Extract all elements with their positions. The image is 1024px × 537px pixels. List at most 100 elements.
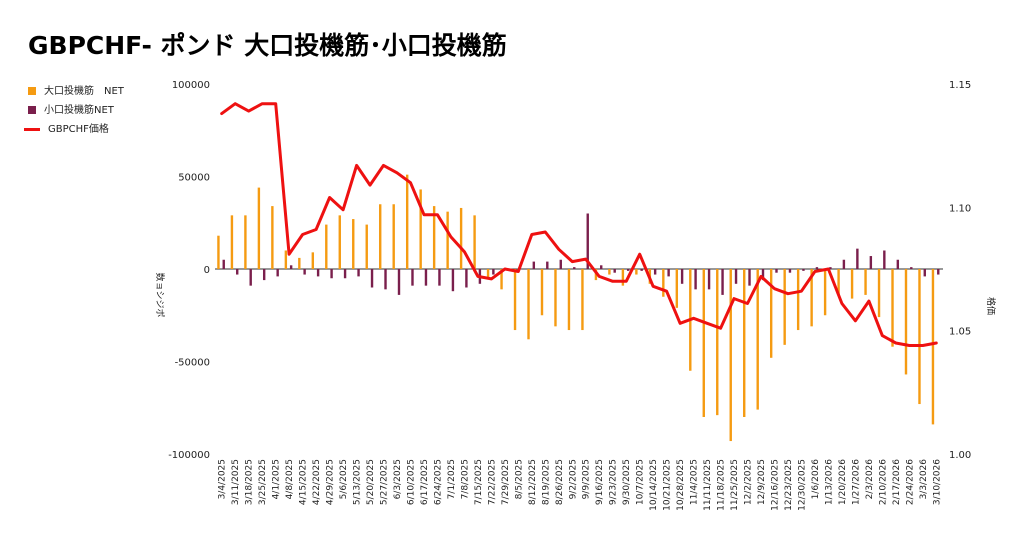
y-right-axis-title: 格価 bbox=[985, 297, 997, 315]
x-tick-label: 10/21/2025 bbox=[663, 459, 673, 511]
x-tick-label: 10/7/2025 bbox=[636, 459, 646, 505]
x-tick-label: 10/28/2025 bbox=[676, 459, 686, 511]
x-tick-label: 9/2/2025 bbox=[568, 459, 578, 499]
bar-small bbox=[262, 269, 266, 281]
y-right-tick-label: 1.05 bbox=[949, 327, 971, 338]
bar-small bbox=[276, 269, 279, 277]
bar-large bbox=[608, 269, 611, 275]
bar-large bbox=[405, 174, 409, 269]
bar-small bbox=[573, 267, 576, 269]
x-tick-label: 4/22/2025 bbox=[312, 459, 322, 505]
bar-small bbox=[613, 269, 616, 273]
bar-large bbox=[271, 206, 274, 269]
bar-large bbox=[702, 269, 705, 417]
x-tick-label: 5/13/2025 bbox=[353, 459, 363, 505]
x-tick-label: 12/9/2025 bbox=[757, 459, 767, 505]
x-tick-label: 8/12/2025 bbox=[528, 459, 538, 505]
x-tick-label: 8/19/2025 bbox=[541, 459, 551, 505]
bar-large bbox=[918, 269, 921, 405]
bar-large bbox=[567, 269, 571, 331]
bar-small bbox=[532, 261, 536, 269]
bar-small bbox=[775, 269, 778, 273]
x-tick-label: 12/16/2025 bbox=[771, 459, 781, 511]
x-tick-label: 7/1/2025 bbox=[447, 459, 457, 499]
bar-large bbox=[298, 257, 301, 269]
bar-large bbox=[796, 269, 800, 331]
bar-small bbox=[586, 213, 589, 269]
bar-large bbox=[352, 219, 355, 269]
x-tick-label: 10/14/2025 bbox=[649, 459, 659, 511]
bar-large bbox=[244, 215, 247, 269]
bar-small bbox=[883, 250, 886, 269]
bar-large bbox=[325, 224, 328, 269]
x-tick-label: 3/3/2026 bbox=[919, 459, 929, 500]
bar-large bbox=[783, 269, 786, 345]
bar-small bbox=[384, 269, 387, 290]
legend-label-large: 大口投機筋 NET bbox=[44, 86, 124, 97]
x-tick-label: 11/4/2025 bbox=[690, 459, 700, 505]
y-left-tick-label: 0 bbox=[204, 265, 210, 276]
bar-large bbox=[486, 269, 490, 279]
bar-small bbox=[721, 269, 724, 295]
x-tick-label: 8/5/2025 bbox=[514, 459, 524, 499]
bar-large bbox=[635, 269, 638, 275]
bar-large bbox=[823, 269, 827, 316]
bar-large bbox=[716, 269, 719, 416]
bar-large bbox=[284, 250, 288, 269]
bar-small bbox=[707, 269, 711, 290]
bar-small bbox=[397, 269, 401, 295]
x-tick-label: 9/9/2025 bbox=[582, 459, 592, 499]
x-tick-label: 4/15/2025 bbox=[299, 459, 309, 505]
bar-large bbox=[877, 269, 881, 318]
x-tick-label: 12/23/2025 bbox=[784, 459, 794, 511]
bar-small bbox=[788, 269, 792, 273]
x-tick-label: 3/11/2025 bbox=[231, 459, 241, 505]
bar-small bbox=[910, 267, 913, 269]
bar-small bbox=[748, 269, 751, 286]
bar-large bbox=[931, 269, 935, 425]
x-tick-label: 9/16/2025 bbox=[595, 459, 605, 505]
legend-label-price: GBPCHF価格 bbox=[48, 124, 109, 135]
bar-large bbox=[810, 269, 813, 327]
legend-swatch-large bbox=[28, 87, 36, 95]
x-tick-label: 2/17/2026 bbox=[892, 459, 902, 505]
x-tick-label: 2/24/2026 bbox=[905, 459, 915, 505]
bar-large bbox=[513, 269, 517, 331]
bar-small bbox=[316, 269, 320, 277]
bar-large bbox=[662, 269, 665, 297]
bar-small bbox=[896, 259, 900, 269]
bar-small bbox=[869, 256, 873, 269]
legend-item-price: GBPCHF価格 bbox=[24, 120, 109, 135]
bar-small bbox=[357, 269, 360, 277]
y-right-tick-label: 1.00 bbox=[949, 450, 971, 461]
x-tick-label: 8/26/2025 bbox=[555, 459, 565, 505]
x-tick-label: 3/25/2025 bbox=[258, 459, 268, 505]
x-tick-label: 11/11/2025 bbox=[703, 459, 713, 511]
x-tick-label: 12/2/2025 bbox=[744, 459, 754, 505]
x-tick-label: 2/3/2026 bbox=[865, 459, 875, 500]
x-tick-label: 6/17/2025 bbox=[420, 459, 430, 505]
bar-large bbox=[311, 252, 315, 269]
bar-small bbox=[802, 269, 805, 271]
legend-swatch-price bbox=[24, 127, 40, 131]
bar-small bbox=[842, 259, 846, 269]
y-left-tick-label: 50000 bbox=[178, 173, 210, 184]
legend-label-small: 小口投機筋NET bbox=[44, 105, 114, 116]
bar-small bbox=[829, 267, 832, 269]
bar-small bbox=[761, 269, 765, 281]
bar-large bbox=[473, 215, 476, 269]
bar-small bbox=[734, 269, 738, 284]
bar-small bbox=[303, 269, 306, 275]
bar-large bbox=[891, 269, 894, 347]
y-left-axis-title: 数ョシジポ bbox=[154, 272, 166, 317]
x-tick-label: 3/18/2025 bbox=[245, 459, 255, 505]
bar-small bbox=[330, 269, 333, 279]
x-tick-label: 4/29/2025 bbox=[326, 459, 336, 505]
x-tick-label: 9/23/2025 bbox=[609, 459, 619, 505]
bar-large bbox=[756, 269, 759, 410]
bar-large bbox=[675, 269, 679, 308]
x-tick-label: 1/6/2026 bbox=[811, 459, 821, 500]
x-tick-label: 3/10/2026 bbox=[932, 459, 942, 505]
y-left-tick-label: 100000 bbox=[172, 80, 210, 91]
x-tick-label: 7/22/2025 bbox=[487, 459, 497, 505]
